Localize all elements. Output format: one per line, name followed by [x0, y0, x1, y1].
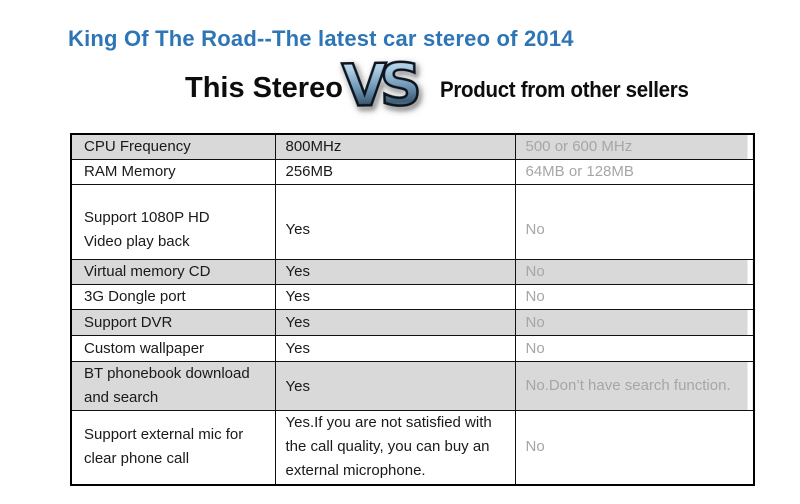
table-row: Custom wallpaper Yes No: [70, 335, 755, 362]
feature-cell: BT phonebook download and search: [70, 361, 276, 411]
comparison-table: CPU Frequency 800MHz 500 or 600 MHz RAM …: [70, 133, 755, 486]
this-stereo-cell: 800MHz: [274, 133, 516, 160]
this-stereo-cell: Yes: [274, 335, 516, 362]
table-row: Virtual memory CD Yes No: [70, 259, 755, 285]
feature-cell: RAM Memory: [70, 159, 276, 185]
right-product-label: Product from other sellers: [440, 77, 689, 102]
this-stereo-cell: Yes: [274, 184, 516, 260]
feature-cell: Virtual memory CD: [70, 259, 276, 285]
other-sellers-cell: 500 or 600 MHz: [514, 133, 755, 160]
feature-cell: CPU Frequency: [70, 133, 276, 160]
table-row: 3G Dongle port Yes No: [70, 284, 755, 310]
vs-icon: VS: [337, 49, 425, 122]
feature-cell: 3G Dongle port: [70, 284, 276, 310]
feature-cell: Support 1080P HD Video play back: [70, 184, 276, 260]
this-stereo-cell: Yes: [274, 284, 516, 310]
other-sellers-cell: No: [514, 309, 755, 336]
other-sellers-cell: No: [514, 335, 755, 362]
this-stereo-cell: Yes: [274, 259, 516, 285]
this-stereo-cell: Yes: [274, 309, 516, 336]
page-title: King Of The Road--The latest car stereo …: [68, 26, 574, 51]
other-sellers-cell: No: [514, 410, 755, 485]
this-stereo-cell: Yes.If you are not satisfied with the ca…: [274, 410, 516, 485]
left-product-label: This Stereo: [185, 72, 343, 104]
table-row: Support DVR Yes No: [70, 309, 755, 336]
other-sellers-cell: No: [514, 259, 755, 285]
this-stereo-cell: 256MB: [274, 159, 516, 185]
table-row: RAM Memory 256MB 64MB or 128MB: [70, 159, 755, 185]
other-sellers-cell: 64MB or 128MB: [514, 159, 755, 185]
feature-cell: Custom wallpaper: [70, 335, 276, 362]
feature-cell: Support DVR: [70, 309, 276, 336]
this-stereo-cell: Yes: [274, 361, 516, 411]
feature-cell: Support external mic for clear phone cal…: [70, 410, 276, 485]
table-row: CPU Frequency 800MHz 500 or 600 MHz: [70, 133, 755, 160]
other-sellers-cell: No: [514, 184, 755, 260]
table-row: BT phonebook download and search Yes No.…: [70, 361, 755, 411]
table-row: Support 1080P HD Video play back Yes No: [70, 184, 755, 260]
other-sellers-cell: No.Don’t have search function.: [514, 361, 755, 411]
other-sellers-cell: No: [514, 284, 755, 310]
table-row: Support external mic for clear phone cal…: [70, 410, 755, 485]
